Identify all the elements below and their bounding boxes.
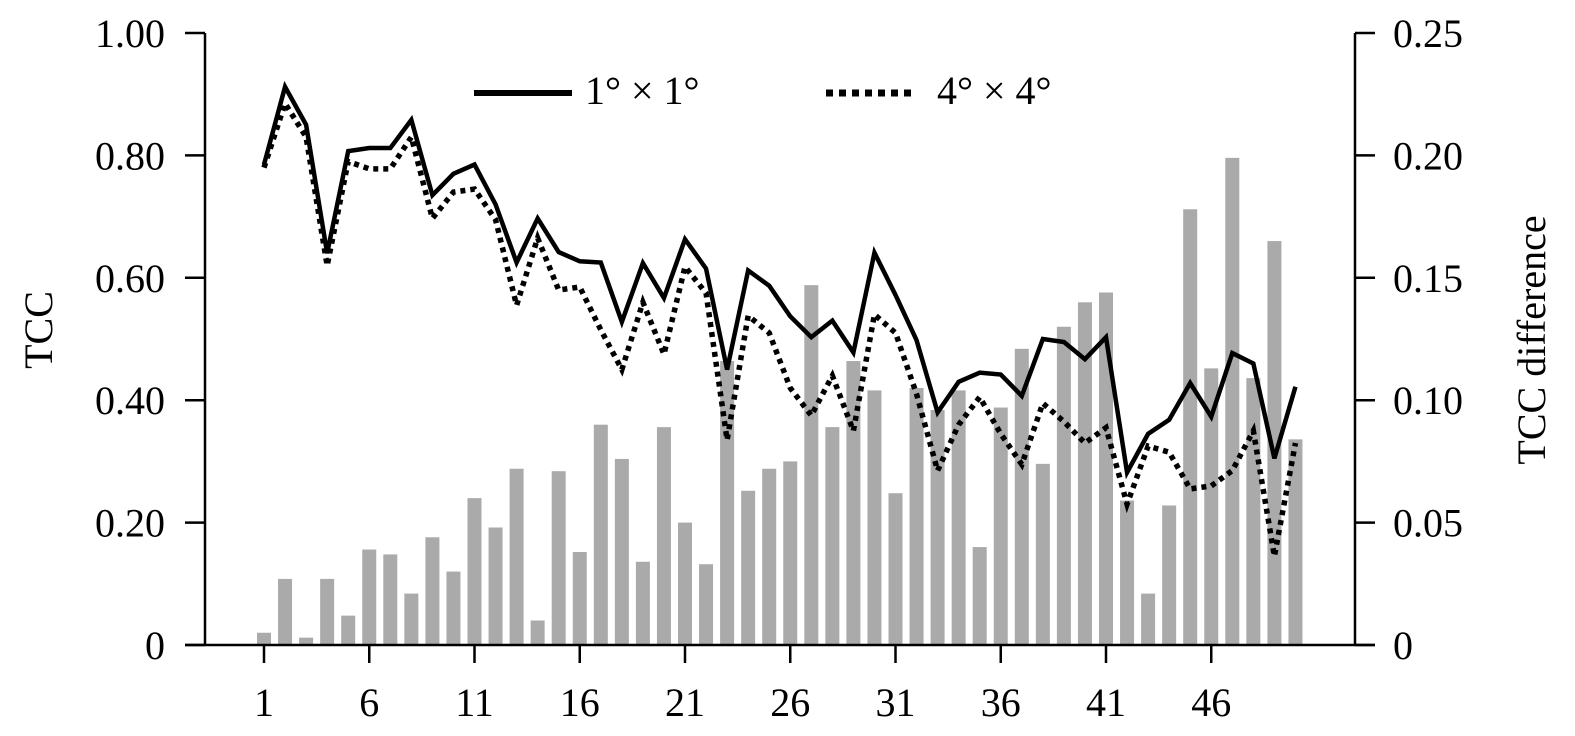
bar [446, 571, 461, 645]
series-line-4x4 [261, 96, 1299, 557]
bar [1246, 378, 1261, 645]
bar [867, 390, 882, 645]
bar [1141, 593, 1156, 645]
x-tick-label: 21 [665, 680, 705, 725]
bar [804, 285, 819, 645]
x-tick-label: 6 [359, 680, 379, 725]
bar [825, 427, 840, 645]
bar [1288, 439, 1303, 645]
bar [1225, 157, 1240, 645]
y-tick-label-left: 0.20 [95, 501, 165, 546]
bar [972, 547, 987, 645]
x-tick-label: 16 [560, 680, 600, 725]
bar [1183, 209, 1198, 646]
bar [383, 554, 398, 645]
y-tick-label-left: 0 [145, 623, 165, 668]
bar [783, 461, 798, 645]
x-tick-label: 36 [981, 680, 1021, 725]
bar [341, 615, 356, 645]
bar [635, 561, 650, 645]
x-tick-label: 1 [254, 680, 274, 725]
bar [551, 471, 566, 645]
bar [1162, 505, 1177, 645]
bar [530, 620, 545, 645]
bar [1120, 500, 1135, 645]
bar [362, 549, 377, 645]
bar [951, 390, 966, 645]
bar [1056, 326, 1071, 645]
lines-layer [261, 80, 1299, 557]
x-tick-label: 31 [876, 680, 916, 725]
y-tick-label-left: 0.40 [95, 378, 165, 423]
bar [299, 637, 314, 645]
bar [993, 407, 1008, 645]
bar [488, 527, 503, 645]
bar [699, 564, 714, 645]
y-tick-label-left: 0.60 [95, 256, 165, 301]
y-axis-label-left: TCC [16, 291, 61, 369]
series-line-1x1 [261, 80, 1298, 480]
bar [320, 578, 335, 645]
bar [1099, 292, 1113, 645]
legend-label: 4° × 4° [937, 68, 1052, 113]
axes-layer: 0 0.20 0.40 0.60 0.80 1.00 0 0.05 0.10 0.15 0.20 0.… [95, 11, 1463, 725]
bars-layer [257, 157, 1303, 646]
bar [1035, 463, 1050, 645]
bar [1204, 368, 1219, 645]
bar [762, 468, 777, 645]
y-axis-label-right: TCC difference [1509, 215, 1554, 464]
bar [846, 361, 861, 645]
bar [1014, 348, 1029, 645]
y-tick-label-right: 0.25 [1393, 11, 1463, 56]
bar [678, 522, 692, 645]
y-tick-label-right: 0.10 [1393, 378, 1463, 423]
x-tick-label: 11 [455, 680, 494, 725]
bar [572, 551, 587, 645]
y-tick-label-left: 0.80 [95, 133, 165, 178]
y-tick-label-right: 0.05 [1393, 501, 1463, 546]
y-tick-label-right: 0.20 [1393, 133, 1463, 178]
bar [509, 468, 524, 645]
y-tick-label-right: 0.15 [1393, 256, 1463, 301]
x-tick-label: 46 [1191, 680, 1231, 725]
x-tick-label: 26 [770, 680, 810, 725]
bar [257, 632, 271, 645]
bar [888, 493, 903, 645]
x-tick-label: 41 [1086, 680, 1126, 725]
bar [1077, 302, 1092, 645]
bar [404, 593, 419, 645]
legend-label: 1° × 1° [585, 68, 700, 113]
bar [656, 427, 671, 645]
bar [909, 387, 924, 645]
bar [741, 490, 756, 645]
legend: 1° × 1° 4° × 4° [474, 68, 1052, 113]
bar [593, 424, 608, 645]
y-tick-label-right: 0 [1393, 623, 1413, 668]
bar [425, 537, 440, 645]
bar [467, 498, 482, 645]
bar [614, 458, 629, 645]
bar [278, 578, 293, 645]
y-tick-label-left: 1.00 [95, 11, 165, 56]
